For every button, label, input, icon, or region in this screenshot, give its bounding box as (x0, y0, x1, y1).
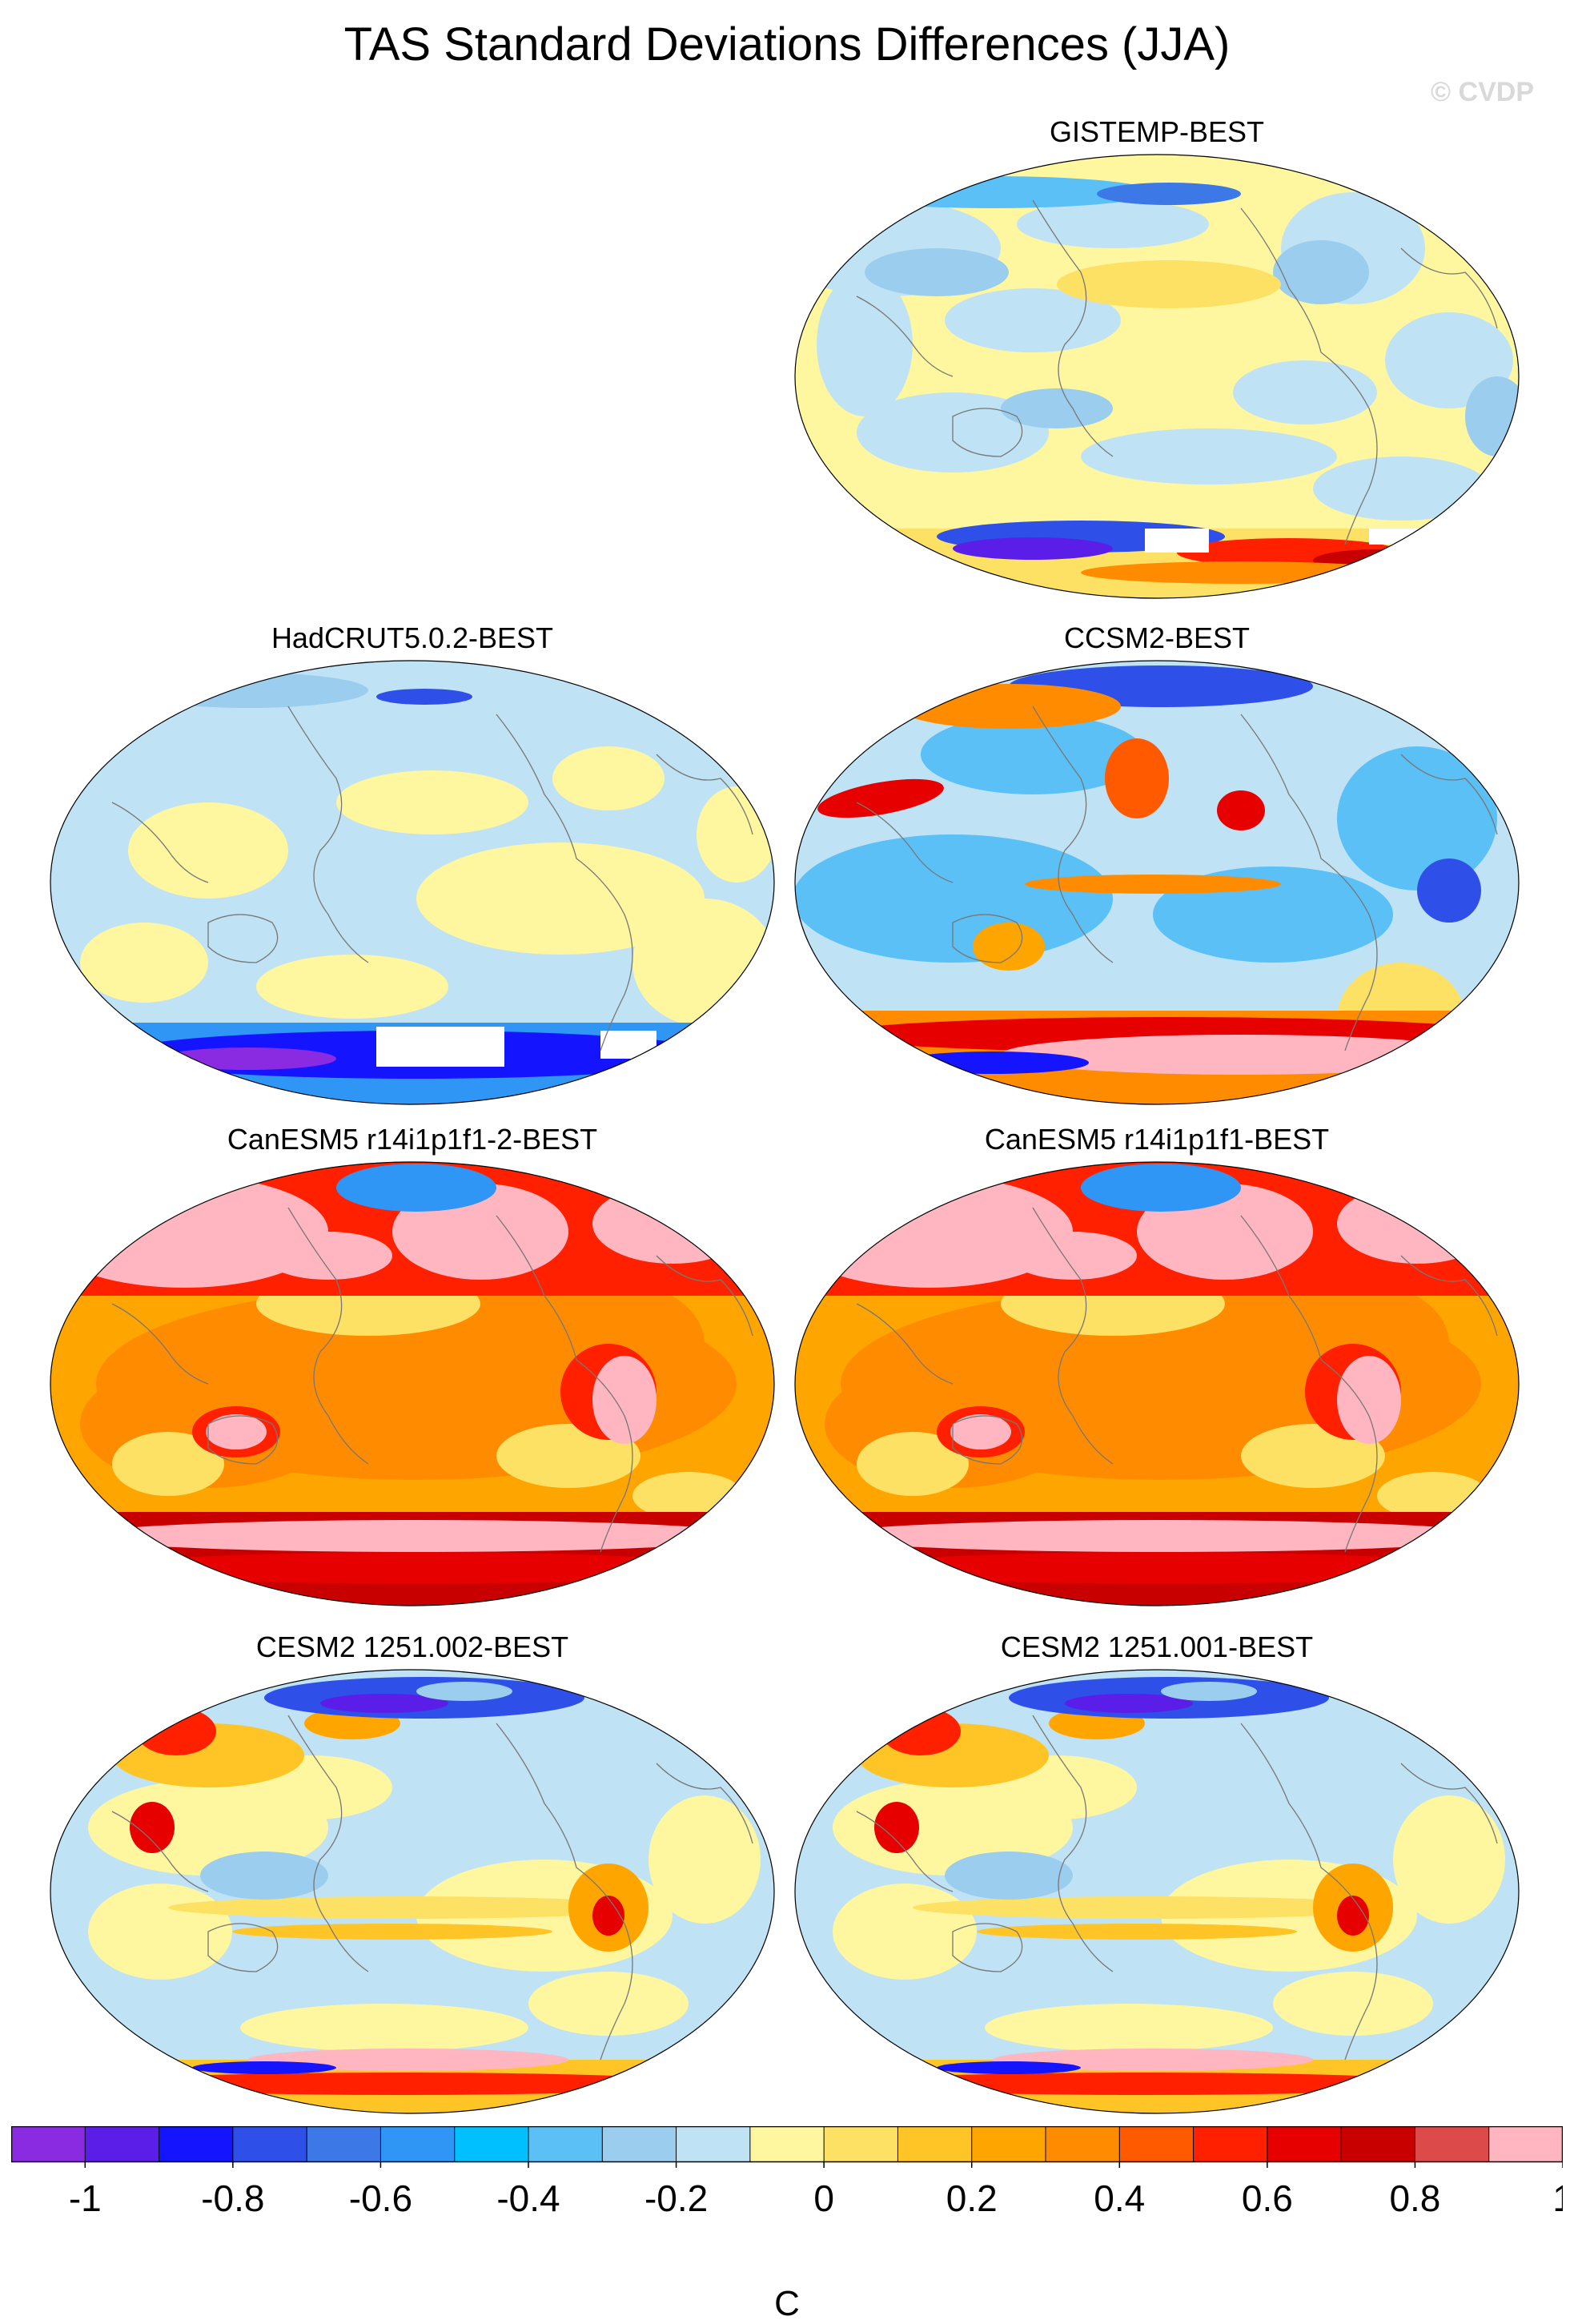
colorbar-swatch (528, 2126, 603, 2161)
map-canesm5-r14-2 (50, 1161, 775, 1606)
colorbar-swatch (232, 2126, 307, 2161)
colorbar-tick-label: -1 (69, 2177, 102, 2219)
colorbar-swatch (1341, 2126, 1415, 2161)
map-hadcrut (50, 660, 775, 1105)
map-ccsm2 (794, 660, 1520, 1105)
colorbar-swatch (307, 2126, 381, 2161)
colorbar-tick-label: 0.2 (946, 2177, 998, 2219)
colorbar-swatch (85, 2126, 160, 2161)
map-gistemp (794, 154, 1520, 599)
panel-title-hadcrut: HadCRUT5.0.2-BEST (271, 621, 554, 654)
colorbar: -1 -0.8 -0.6 -0.4 -0.2 0 0.2 0.4 0.6 0.8 1 (11, 2126, 1563, 2219)
colorbar-swatch (380, 2126, 456, 2161)
colorbar-swatch (11, 2126, 86, 2161)
panel-title-canesm5-r14-2: CanESM5 r14i1p1f1-2-BEST (227, 1123, 598, 1156)
colorbar-swatch (971, 2126, 1046, 2161)
colorbar-tick-label: -0.2 (644, 2177, 708, 2219)
panel-title-ccsm2: CCSM2-BEST (1063, 621, 1251, 654)
colorbar-swatch (1046, 2126, 1120, 2161)
panel-title-gistemp: GISTEMP-BEST (1049, 115, 1265, 148)
colorbar-tick-label: -0.6 (349, 2177, 412, 2219)
colorbar-swatch (1193, 2126, 1268, 2161)
colorbar-swatch (824, 2126, 898, 2161)
colorbar-swatch (749, 2126, 825, 2161)
colorbar-tick-label: 0.8 (1389, 2177, 1440, 2219)
colorbar-swatch (676, 2126, 751, 2161)
panel-title-cesm2-001: CESM2 1251.001-BEST (1000, 1630, 1314, 1663)
colorbar-tick-label: 0 (813, 2177, 834, 2219)
colorbar-swatch (602, 2126, 677, 2161)
colorbar-swatch (1488, 2126, 1563, 2161)
map-cesm2-001 (794, 1669, 1520, 2114)
colorbar-tick-label: 0.4 (1094, 2177, 1145, 2219)
colorbar-swatch (1267, 2126, 1342, 2161)
colorbar-swatch (1119, 2126, 1195, 2161)
main-title: TAS Standard Deviations Differences (JJA… (343, 18, 1231, 70)
cvdp-watermark: © CVDP (1431, 77, 1534, 107)
colorbar-tick-label: -0.4 (496, 2177, 560, 2219)
colorbar-swatch (454, 2126, 529, 2161)
panel-title-canesm5-r14: CanESM5 r14i1p1f1-BEST (984, 1123, 1330, 1156)
panel-title-cesm2-002: CESM2 1251.002-BEST (255, 1630, 569, 1663)
map-canesm5-r14 (794, 1161, 1520, 1606)
colorbar-swatch (159, 2126, 234, 2161)
colorbar-tick-label: 0.6 (1242, 2177, 1293, 2219)
colorbar-unit: C (774, 2284, 800, 2323)
colorbar-tick-label: -0.8 (201, 2177, 264, 2219)
map-cesm2-002 (50, 1669, 775, 2114)
colorbar-swatch (897, 2126, 973, 2161)
colorbar-swatch (1415, 2126, 1490, 2161)
colorbar-tick-label: 1 (1552, 2177, 1563, 2219)
